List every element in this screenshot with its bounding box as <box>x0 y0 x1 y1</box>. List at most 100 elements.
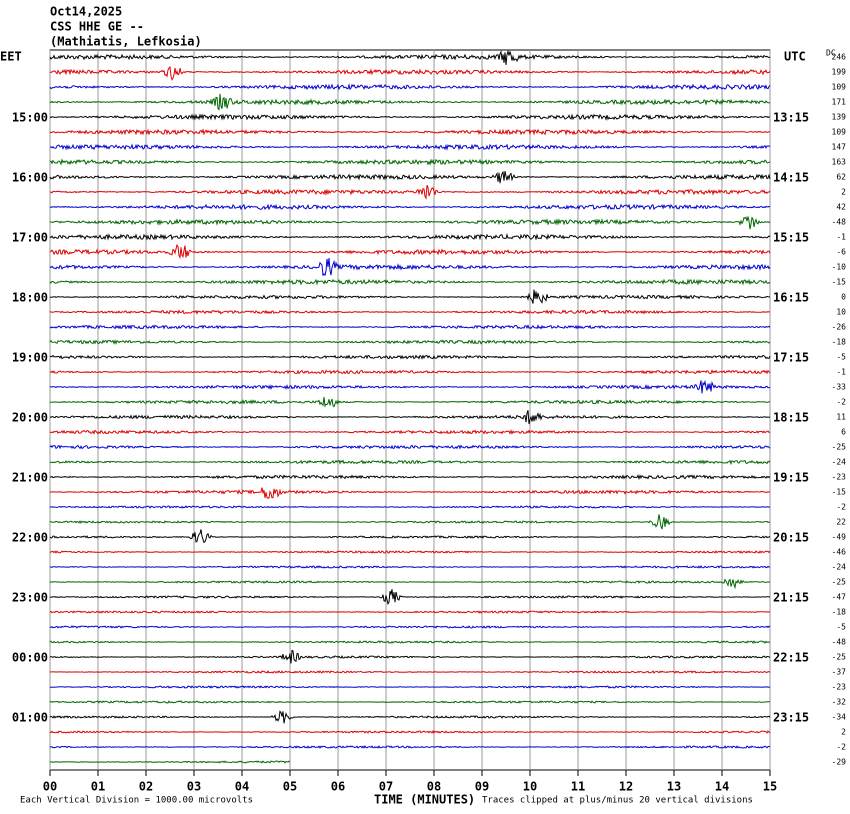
dc-offset: -1 <box>836 233 846 242</box>
trace <box>49 278 771 286</box>
trace <box>49 730 771 735</box>
trace <box>49 578 771 590</box>
dc-offset: -2 <box>836 503 846 512</box>
trace <box>49 505 771 509</box>
x-tick-label: 08 <box>427 780 441 794</box>
dc-offset: -18 <box>832 608 847 617</box>
dc-offset: -10 <box>832 263 847 272</box>
x-axis-title: TIME (MINUTES) <box>374 793 475 807</box>
dc-offset: -25 <box>832 443 847 452</box>
utc-label: 19:15 <box>773 471 809 485</box>
eet-label: 23:00 <box>12 591 48 605</box>
dc-offset: -26 <box>832 323 847 332</box>
x-tick-label: 10 <box>523 780 537 794</box>
trace <box>49 170 771 184</box>
trace <box>49 143 771 151</box>
dc-offset: 199 <box>832 68 847 77</box>
dc-offset: -23 <box>832 473 847 482</box>
utc-label: 15:15 <box>773 231 809 245</box>
dc-offset: 109 <box>832 128 847 137</box>
x-tick-label: 14 <box>715 780 729 794</box>
trace <box>49 289 771 304</box>
trace <box>49 233 771 241</box>
trace <box>49 369 771 375</box>
trace <box>49 685 771 689</box>
trace <box>49 243 771 260</box>
trace <box>49 354 771 360</box>
dc-header: DC <box>826 49 836 58</box>
date: Oct14,2025 <box>50 5 122 19</box>
trace <box>49 710 771 724</box>
trace <box>49 700 771 704</box>
trace <box>50 487 771 499</box>
trace <box>49 128 771 136</box>
eet-label: 20:00 <box>12 411 48 425</box>
x-tick-label: 12 <box>619 780 633 794</box>
trace <box>49 184 771 200</box>
dc-offset: -47 <box>832 593 847 602</box>
trace <box>49 397 771 408</box>
dc-offset: -5 <box>836 623 846 632</box>
trace <box>49 444 771 450</box>
dc-offset: -49 <box>832 533 847 542</box>
eet-label: 22:00 <box>12 531 48 545</box>
dc-offset: -33 <box>832 383 847 392</box>
dc-offset: -29 <box>832 758 847 767</box>
dc-offset: 6 <box>841 428 846 437</box>
dc-offset: -32 <box>832 698 847 707</box>
x-tick-label: 02 <box>139 780 153 794</box>
dc-offset: -24 <box>832 563 847 572</box>
trace <box>50 565 771 569</box>
eet-label: 18:00 <box>12 291 48 305</box>
dc-offset: 22 <box>836 518 846 527</box>
plot-frame <box>49 49 771 771</box>
trace <box>49 65 771 81</box>
dc-offset: 246 <box>832 53 847 62</box>
scale-note: Each Vertical Division = 1000.00 microvo… <box>20 796 253 806</box>
trace <box>49 640 771 645</box>
dc-offset: -24 <box>832 458 847 467</box>
x-tick-label: 07 <box>379 780 393 794</box>
left-axis-title: EET <box>0 50 22 64</box>
utc-label: 21:15 <box>773 591 809 605</box>
dc-offset: 42 <box>836 203 846 212</box>
dc-offset: 2 <box>841 188 846 197</box>
trace <box>49 745 770 749</box>
dc-offset: -6 <box>836 248 846 257</box>
utc-label: 22:15 <box>773 651 809 665</box>
trace <box>49 589 771 606</box>
utc-label: 20:15 <box>773 531 809 545</box>
trace <box>49 158 771 166</box>
x-tick-label: 06 <box>331 780 345 794</box>
x-tick-label: 11 <box>571 780 585 794</box>
trace <box>49 203 771 211</box>
dc-offset: -48 <box>832 218 847 227</box>
eet-label: 00:00 <box>12 651 48 665</box>
eet-label: 15:00 <box>12 111 48 125</box>
x-tick-label: 09 <box>475 780 489 794</box>
clip-note: Traces clipped at plus/minus 20 vertical… <box>482 796 753 806</box>
trace <box>49 309 771 315</box>
eet-label: 01:00 <box>12 711 48 725</box>
dc-offset: -5 <box>836 353 846 362</box>
dc-offset: -37 <box>832 668 847 677</box>
trace <box>49 649 771 664</box>
dc-offset: 147 <box>832 143 847 152</box>
trace <box>50 216 771 230</box>
dc-offset: -23 <box>832 683 847 692</box>
x-tick-label: 05 <box>283 780 297 794</box>
dc-offset: -25 <box>832 578 847 587</box>
dc-offset: -1 <box>836 368 846 377</box>
eet-label: 21:00 <box>12 471 48 485</box>
trace <box>49 514 770 530</box>
trace <box>49 379 771 394</box>
trace <box>49 257 771 277</box>
location: (Mathiatis, Lefkosia) <box>50 35 202 49</box>
dc-offset: -46 <box>832 548 847 557</box>
trace <box>49 49 771 66</box>
trace <box>49 550 771 554</box>
dc-offset: 163 <box>832 158 847 167</box>
trace <box>49 83 771 91</box>
x-tick-label: 04 <box>235 780 249 794</box>
